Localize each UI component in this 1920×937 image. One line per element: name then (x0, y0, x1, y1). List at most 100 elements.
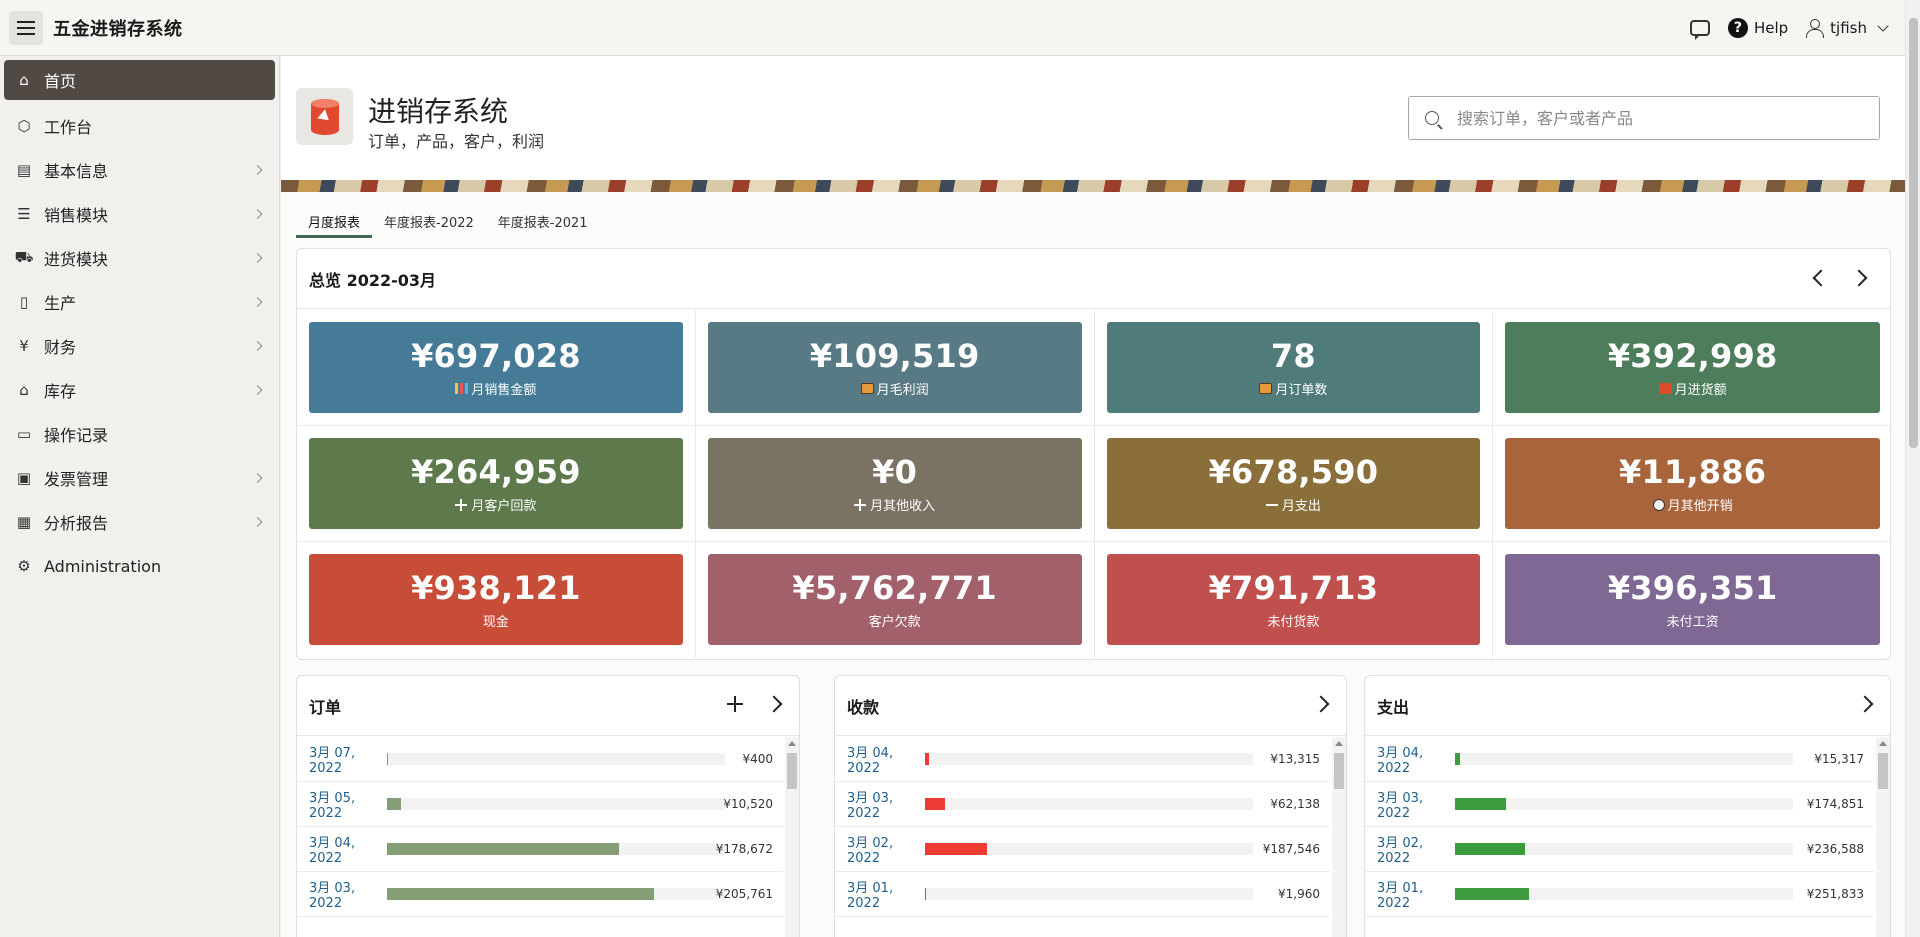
metric-label: 未付工资 (1666, 615, 1719, 630)
bar (925, 843, 987, 855)
sidebar-item-operation-log[interactable]: ▭ 操作记录 (4, 412, 275, 456)
metric-label: 客户欠款 (868, 615, 921, 630)
previous-month-button[interactable] (1808, 267, 1830, 289)
list-item[interactable]: 3月 01, 2022 ¥1,960 (835, 872, 1330, 917)
next-month-button[interactable] (1850, 267, 1872, 289)
list-item[interactable]: 3月 03, 2022 ¥205,761 (297, 872, 783, 917)
list-item[interactable]: 3月 04, 2022 ¥15,317 (1365, 737, 1874, 782)
search-input[interactable] (1457, 108, 1857, 128)
sidebar-item-basic-info[interactable]: ▤ 基本信息 (4, 148, 275, 192)
row-date-link[interactable]: 3月 02, 2022 (1377, 836, 1424, 866)
tab-annual-report-2022[interactable]: 年度报表-2022 (384, 216, 474, 231)
sidebar-item-purchase[interactable]: ⛟ 进货模块 (4, 236, 275, 280)
metric-tile-cash[interactable]: ¥938,121 现金 (309, 554, 683, 645)
add-order-button[interactable] (727, 696, 743, 712)
metric-tile-order-count[interactable]: 78 月订单数 (1106, 322, 1481, 413)
metric-tile-gross-profit[interactable]: ¥109,519 月毛利润 (707, 322, 1082, 413)
page-scrollbar[interactable] (1905, 0, 1920, 937)
sidebar-item-workbench[interactable]: ⬡ 工作台 (4, 104, 275, 148)
metric-value: ¥678,590 (1208, 453, 1379, 491)
tab-annual-report-2021[interactable]: 年度报表-2021 (497, 216, 588, 231)
metric-tile-unpaid-wages[interactable]: ¥396,351 未付工资 (1505, 554, 1880, 645)
list-item[interactable]: 3月 01, 2022 ¥251,833 (1365, 872, 1874, 917)
row-amount: ¥400 (742, 752, 773, 766)
chevron-right-icon (252, 341, 263, 351)
sidebar-item-invoice[interactable]: ▣ 发票管理 (4, 456, 275, 500)
scrollbar[interactable] (1876, 737, 1890, 937)
row-date-link[interactable]: 3月 05, 2022 (309, 791, 356, 821)
sidebar-item-reports[interactable]: ▦ 分析报告 (4, 500, 275, 544)
view-expenses-button[interactable] (1856, 693, 1878, 715)
app-title[interactable]: 五金进销存系统 (53, 18, 183, 40)
list-item[interactable]: 3月 03, 2022 ¥62,138 (835, 782, 1330, 827)
sidebar-item-label: 基本信息 (44, 162, 109, 181)
sidebar-item-sales[interactable]: ☰ 销售模块 (4, 192, 275, 236)
chat-icon[interactable] (1689, 19, 1710, 40)
row-date-link[interactable]: 3月 03, 2022 (309, 881, 356, 911)
sidebar-item-label: 工作台 (44, 118, 93, 137)
metric-tile-monthly-sales[interactable]: ¥697,028 月销售金额 (309, 322, 683, 413)
sidebar-item-home[interactable]: ⌂ 首页 (4, 60, 275, 100)
metric-label: 月进货额 (1674, 383, 1727, 398)
row-amount: ¥62,138 (1270, 797, 1320, 811)
metric-tile-unpaid-goods[interactable]: ¥791,713 未付货款 (1106, 554, 1481, 645)
help-label: Help (1753, 18, 1789, 37)
metric-grid: ¥697,028 月销售金额 ¥109,519 月毛利润 78 月订单数 ¥39… (297, 310, 1892, 658)
view-orders-button[interactable] (765, 693, 787, 715)
row-amount: ¥205,761 (715, 887, 773, 901)
sidebar-item-label: 操作记录 (44, 426, 109, 445)
bar-track (387, 798, 725, 810)
sidebar-item-production[interactable]: ▯ 生产 (4, 280, 275, 324)
row-date-link[interactable]: 3月 03, 2022 (847, 791, 894, 821)
metric-tile-other-income[interactable]: ¥0 月其他收入 (707, 438, 1082, 529)
list-item[interactable]: 3月 02, 2022 ¥236,588 (1365, 827, 1874, 872)
page-subtitle: 订单，产品，客户，利润 (368, 132, 545, 151)
chevron-right-icon (252, 165, 263, 175)
metric-value: ¥109,519 (809, 337, 980, 375)
sidebar-item-label: 首页 (44, 72, 77, 91)
metric-value: ¥396,351 (1607, 569, 1778, 607)
row-date-link[interactable]: 3月 01, 2022 (1377, 881, 1424, 911)
list-item[interactable]: 3月 03, 2022 ¥174,851 (1365, 782, 1874, 827)
scrollbar[interactable] (785, 737, 799, 937)
metric-tile-purchase-amount[interactable]: ¥392,998 月进货额 (1505, 322, 1880, 413)
list-item[interactable]: 3月 02, 2022 ¥187,546 (835, 827, 1330, 872)
scrollbar[interactable] (1332, 737, 1346, 937)
row-date-link[interactable]: 3月 03, 2022 (1377, 791, 1424, 821)
menu-toggle-button[interactable] (9, 10, 43, 45)
row-date-link[interactable]: 3月 04, 2022 (309, 836, 356, 866)
help-button[interactable]: ? Help (1727, 17, 1789, 38)
list-item[interactable]: 3月 04, 2022 ¥13,315 (835, 737, 1330, 782)
view-receipts-button[interactable] (1312, 693, 1334, 715)
bar-track (925, 888, 1253, 900)
bar-track (925, 843, 1253, 855)
sidebar-item-administration[interactable]: ⚙ Administration (4, 544, 275, 588)
tab-monthly-report[interactable]: 月度报表 (296, 206, 373, 238)
bar (1455, 843, 1525, 855)
metric-tile-other-expenses[interactable]: ¥11,886 月其他开销 (1505, 438, 1880, 529)
no-entry-icon (1652, 498, 1665, 511)
row-date-link[interactable]: 3月 07, 2022 (309, 746, 356, 776)
sidebar-item-label: 库存 (44, 382, 77, 401)
row-date-link[interactable]: 3月 02, 2022 (847, 836, 894, 866)
clipboard-icon: ▯ (19, 293, 29, 311)
sidebar-item-inventory[interactable]: ⌂ 库存 (4, 368, 275, 412)
list-item[interactable]: 3月 04, 2022 ¥178,672 (297, 827, 783, 872)
search-icon (1425, 111, 1439, 125)
list-item[interactable]: 3月 07, 2022 ¥400 (297, 737, 783, 782)
metric-value: 78 (1270, 337, 1316, 375)
metric-tile-expenses[interactable]: ¥678,590 月支出 (1106, 438, 1481, 529)
row-date-link[interactable]: 3月 04, 2022 (1377, 746, 1424, 776)
row-amount: ¥236,588 (1806, 842, 1864, 856)
metric-tile-customer-debt[interactable]: ¥5,762,771 客户欠款 (707, 554, 1082, 645)
sidebar-item-label: Administration (44, 556, 162, 576)
metric-tile-customer-payment[interactable]: ¥264,959 月客户回款 (309, 438, 683, 529)
row-date-link[interactable]: 3月 04, 2022 (847, 746, 894, 776)
row-date-link[interactable]: 3月 01, 2022 (847, 881, 894, 911)
warehouse-icon: ⌂ (19, 381, 29, 399)
list-item[interactable]: 3月 05, 2022 ¥10,520 (297, 782, 783, 827)
user-menu[interactable]: tjfish (1806, 18, 1889, 38)
row-amount: ¥15,317 (1814, 752, 1864, 766)
metric-value: ¥0 (872, 453, 918, 491)
sidebar-item-finance[interactable]: ¥ 财务 (4, 324, 275, 368)
